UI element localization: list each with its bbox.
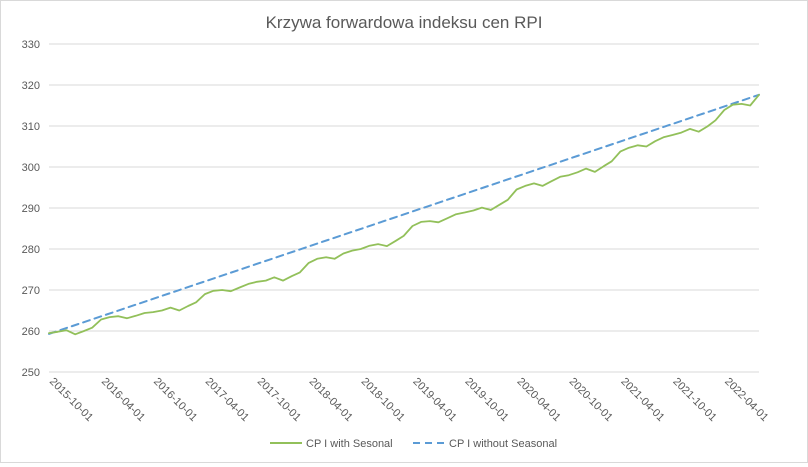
x-tick-label: 2019-10-01 — [462, 376, 510, 424]
x-tick-label: 2020-10-01 — [567, 376, 615, 424]
y-axis-tick-labels: 250 260 270 280 290 300 310 320 330 — [22, 39, 40, 379]
x-tick-label: 2017-04-01 — [203, 376, 251, 424]
legend-label: CP I without Seasonal — [449, 438, 557, 450]
y-tick-label: 320 — [22, 80, 40, 92]
gridlines — [49, 43, 759, 373]
series-line-without-seasonal — [48, 93, 760, 335]
x-tick-label: 2015-10-01 — [47, 376, 95, 424]
x-tick-label: 2021-10-01 — [670, 376, 718, 424]
legend-label: CP I with Sesonal — [306, 438, 393, 450]
x-axis-tick-labels: 2015-10-01 2016-04-01 2016-10-01 2017-04-01… — [47, 376, 771, 424]
y-tick-label: 280 — [22, 244, 40, 256]
x-tick-label: 2016-04-01 — [99, 376, 147, 424]
x-tick-label: 2016-10-01 — [151, 376, 199, 424]
x-tick-label: 2019-04-01 — [410, 376, 458, 424]
x-tick-label: 2017-10-01 — [255, 376, 303, 424]
series-lines — [48, 93, 760, 336]
y-tick-label: 290 — [22, 203, 40, 215]
y-tick-label: 300 — [22, 162, 40, 174]
x-tick-label: 2021-04-01 — [618, 376, 666, 424]
x-tick-label: 2018-04-01 — [307, 376, 355, 424]
x-tick-label: 2022-04-01 — [722, 376, 770, 424]
y-tick-label: 260 — [22, 326, 40, 338]
x-tick-label: 2018-10-01 — [359, 376, 407, 424]
y-tick-label: 330 — [22, 39, 40, 51]
chart-title: Krzywa forwardowa indeksu cen RPI — [266, 13, 543, 32]
y-tick-label: 310 — [22, 121, 40, 133]
y-tick-label: 250 — [22, 367, 40, 379]
x-tick-label: 2020-04-01 — [515, 376, 563, 424]
legend: CP I with Sesonal CP I without Seasonal — [270, 438, 557, 450]
series-line-with-seasonal — [48, 93, 760, 336]
y-tick-label: 270 — [22, 285, 40, 297]
